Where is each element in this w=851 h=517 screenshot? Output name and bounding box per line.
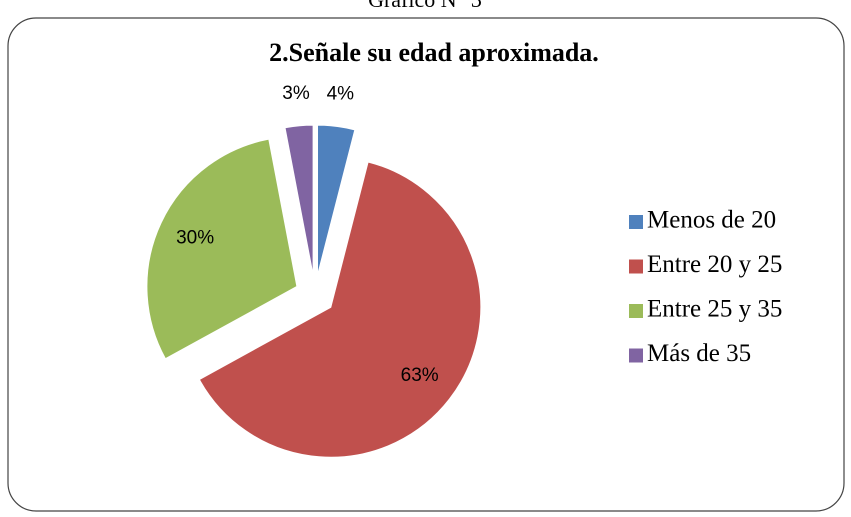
heading: Gráfico N° 3 (368, 0, 482, 12)
legend-swatch (629, 215, 643, 229)
pie-slice (317, 124, 356, 276)
pie-slice (284, 124, 314, 276)
legend-label: Más de 35 (647, 340, 751, 367)
data-label: 4% (327, 84, 355, 105)
legend-swatch (629, 259, 643, 274)
pie-slice (198, 161, 482, 458)
data-label: 30% (176, 228, 214, 249)
legend-label: Entre 25 y 35 (647, 296, 782, 323)
legend-label: Menos de 20 (647, 207, 776, 234)
legend-label: Entre 20 y 25 (647, 251, 782, 278)
chart-title: 2.Señale su edad aproximada. (269, 38, 599, 67)
data-label: 63% (401, 365, 439, 386)
legend-swatch (629, 348, 643, 363)
pie-slice (146, 138, 298, 360)
legend-swatch (629, 304, 643, 318)
data-label: 3% (282, 83, 310, 104)
